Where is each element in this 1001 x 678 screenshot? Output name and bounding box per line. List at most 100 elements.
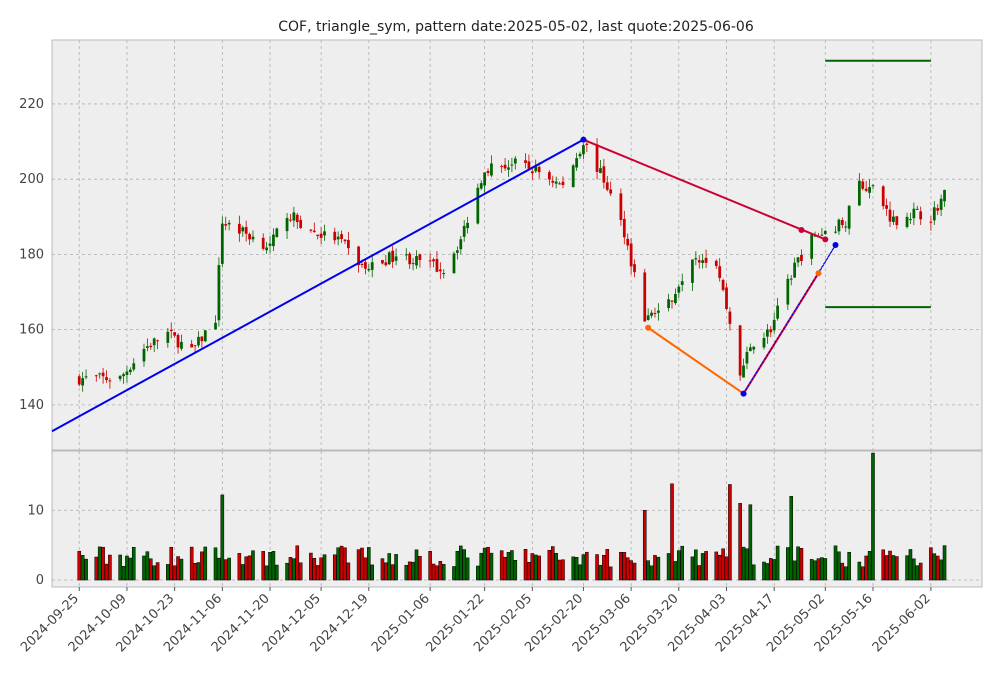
volume-bar — [772, 559, 776, 581]
candle-body — [323, 231, 326, 236]
candle-body — [677, 286, 681, 293]
candle-body — [248, 234, 251, 240]
volume-bar — [598, 564, 603, 581]
candle-body — [384, 262, 388, 266]
volume-bar — [455, 550, 460, 581]
candle-body — [721, 280, 725, 291]
candle-body — [609, 189, 613, 194]
pattern-marker — [645, 324, 652, 331]
candle-body — [697, 260, 701, 263]
volume-bar — [390, 564, 395, 581]
candle-body — [486, 170, 490, 173]
volume-bar — [275, 564, 279, 581]
candle-body — [503, 164, 507, 169]
candle-body — [193, 345, 197, 347]
pattern-line — [647, 326, 745, 395]
volume-bar — [363, 557, 368, 581]
volume-bar — [125, 555, 129, 581]
candle-body — [527, 161, 531, 169]
candle-body — [943, 189, 946, 202]
candle-body — [888, 209, 892, 222]
candle-body — [84, 376, 88, 378]
candle-body — [316, 234, 320, 236]
volume-bar — [346, 562, 351, 581]
candle-body — [885, 205, 888, 209]
candle-body — [408, 253, 412, 265]
candle-body — [595, 144, 599, 172]
volume-bar — [629, 560, 633, 581]
volume-bar — [285, 562, 289, 581]
candle-body — [929, 221, 933, 223]
volume-bar — [172, 565, 177, 581]
volume-bar — [261, 551, 265, 581]
volume-bar — [387, 553, 392, 581]
volume-bar — [847, 551, 851, 581]
volume-bar — [145, 551, 150, 581]
candle-body — [718, 266, 722, 278]
volume-bar — [843, 566, 848, 581]
candle-body — [844, 226, 848, 228]
volume-bar — [721, 548, 725, 581]
volume-bar — [741, 546, 746, 581]
pattern-line — [817, 244, 837, 274]
candle-body — [237, 223, 241, 234]
candle-body — [656, 310, 660, 313]
volume-bar — [833, 545, 838, 581]
pattern-markers — [580, 136, 839, 397]
candle-body — [691, 259, 694, 283]
candle-body — [479, 183, 483, 189]
volume-bar — [315, 565, 320, 581]
candle-body — [476, 187, 480, 224]
candle-body — [500, 165, 504, 167]
volume-bar — [908, 549, 913, 581]
candle-body — [680, 281, 684, 285]
candle-body — [364, 262, 367, 269]
candle-body — [220, 223, 224, 264]
volume-bar — [929, 547, 933, 581]
volume-bar — [343, 547, 347, 581]
volume-bars — [77, 452, 947, 581]
candle-body — [261, 237, 265, 249]
volume-bar — [499, 550, 504, 581]
candle-body — [132, 363, 136, 370]
volume-bar — [462, 549, 466, 581]
volume-bar — [792, 560, 797, 581]
candle-body — [547, 172, 551, 180]
volume-bar — [411, 561, 415, 581]
candle-body — [554, 181, 558, 184]
candle-body — [251, 236, 255, 240]
candle-body — [742, 365, 745, 378]
volume-bar — [295, 545, 300, 581]
volume-bar — [104, 563, 109, 581]
volume-bar — [557, 559, 562, 581]
volume-bar — [884, 555, 889, 581]
pattern-marker — [798, 226, 805, 233]
volume-bar — [694, 549, 698, 581]
volume-bar — [704, 551, 708, 581]
volume-bar — [646, 560, 650, 581]
candle-body — [343, 239, 347, 242]
candle-body — [762, 337, 766, 348]
volume-bar — [561, 559, 565, 581]
candle-body — [462, 225, 466, 237]
candle-body — [128, 369, 132, 373]
volume-bar — [888, 550, 892, 581]
volume-bar — [881, 549, 885, 581]
volume-bar — [309, 552, 313, 581]
candle-body — [766, 329, 769, 337]
price-tick-label: 180 — [19, 247, 44, 262]
candle-body — [105, 377, 108, 381]
candle-body — [309, 229, 313, 231]
volume-bar — [503, 556, 507, 581]
candle-body — [333, 231, 337, 241]
candle-body — [834, 231, 837, 233]
pattern-marker — [832, 242, 839, 248]
volume-bar — [288, 557, 293, 581]
volume-bar — [101, 546, 105, 581]
candle-body — [459, 239, 463, 250]
volume-bar — [476, 565, 480, 581]
candle-body — [575, 158, 578, 168]
pattern-line — [583, 138, 826, 241]
candle-body — [694, 258, 698, 260]
volume-bar — [680, 545, 685, 581]
